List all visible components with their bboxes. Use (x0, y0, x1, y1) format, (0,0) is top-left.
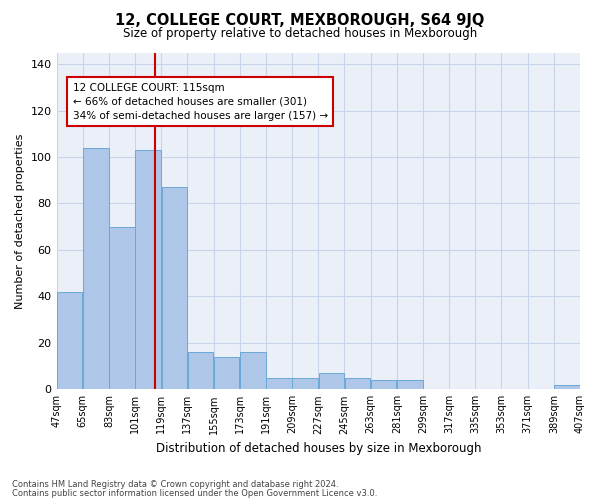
Bar (214, 357, 239, 390)
Y-axis label: Number of detached properties: Number of detached properties (15, 133, 25, 308)
Text: Contains public sector information licensed under the Open Government Licence v3: Contains public sector information licen… (12, 488, 377, 498)
Bar (397, 380, 422, 390)
Bar (371, 380, 397, 390)
Bar (345, 378, 370, 390)
Text: 12, COLLEGE COURT, MEXBOROUGH, S64 9JQ: 12, COLLEGE COURT, MEXBOROUGH, S64 9JQ (115, 12, 485, 28)
Bar (57, 292, 82, 390)
Bar (292, 378, 318, 390)
Bar (161, 187, 187, 390)
Bar (266, 378, 292, 390)
Bar (240, 352, 266, 390)
X-axis label: Distribution of detached houses by size in Mexborough: Distribution of detached houses by size … (155, 442, 481, 455)
Bar (188, 352, 213, 390)
Text: Size of property relative to detached houses in Mexborough: Size of property relative to detached ho… (123, 28, 477, 40)
Bar (136, 150, 161, 390)
Bar (554, 384, 580, 390)
Text: Contains HM Land Registry data © Crown copyright and database right 2024.: Contains HM Land Registry data © Crown c… (12, 480, 338, 489)
Bar (83, 148, 109, 390)
Bar (319, 373, 344, 390)
Text: 12 COLLEGE COURT: 115sqm
← 66% of detached houses are smaller (301)
34% of semi-: 12 COLLEGE COURT: 115sqm ← 66% of detach… (73, 82, 328, 120)
Bar (109, 226, 134, 390)
